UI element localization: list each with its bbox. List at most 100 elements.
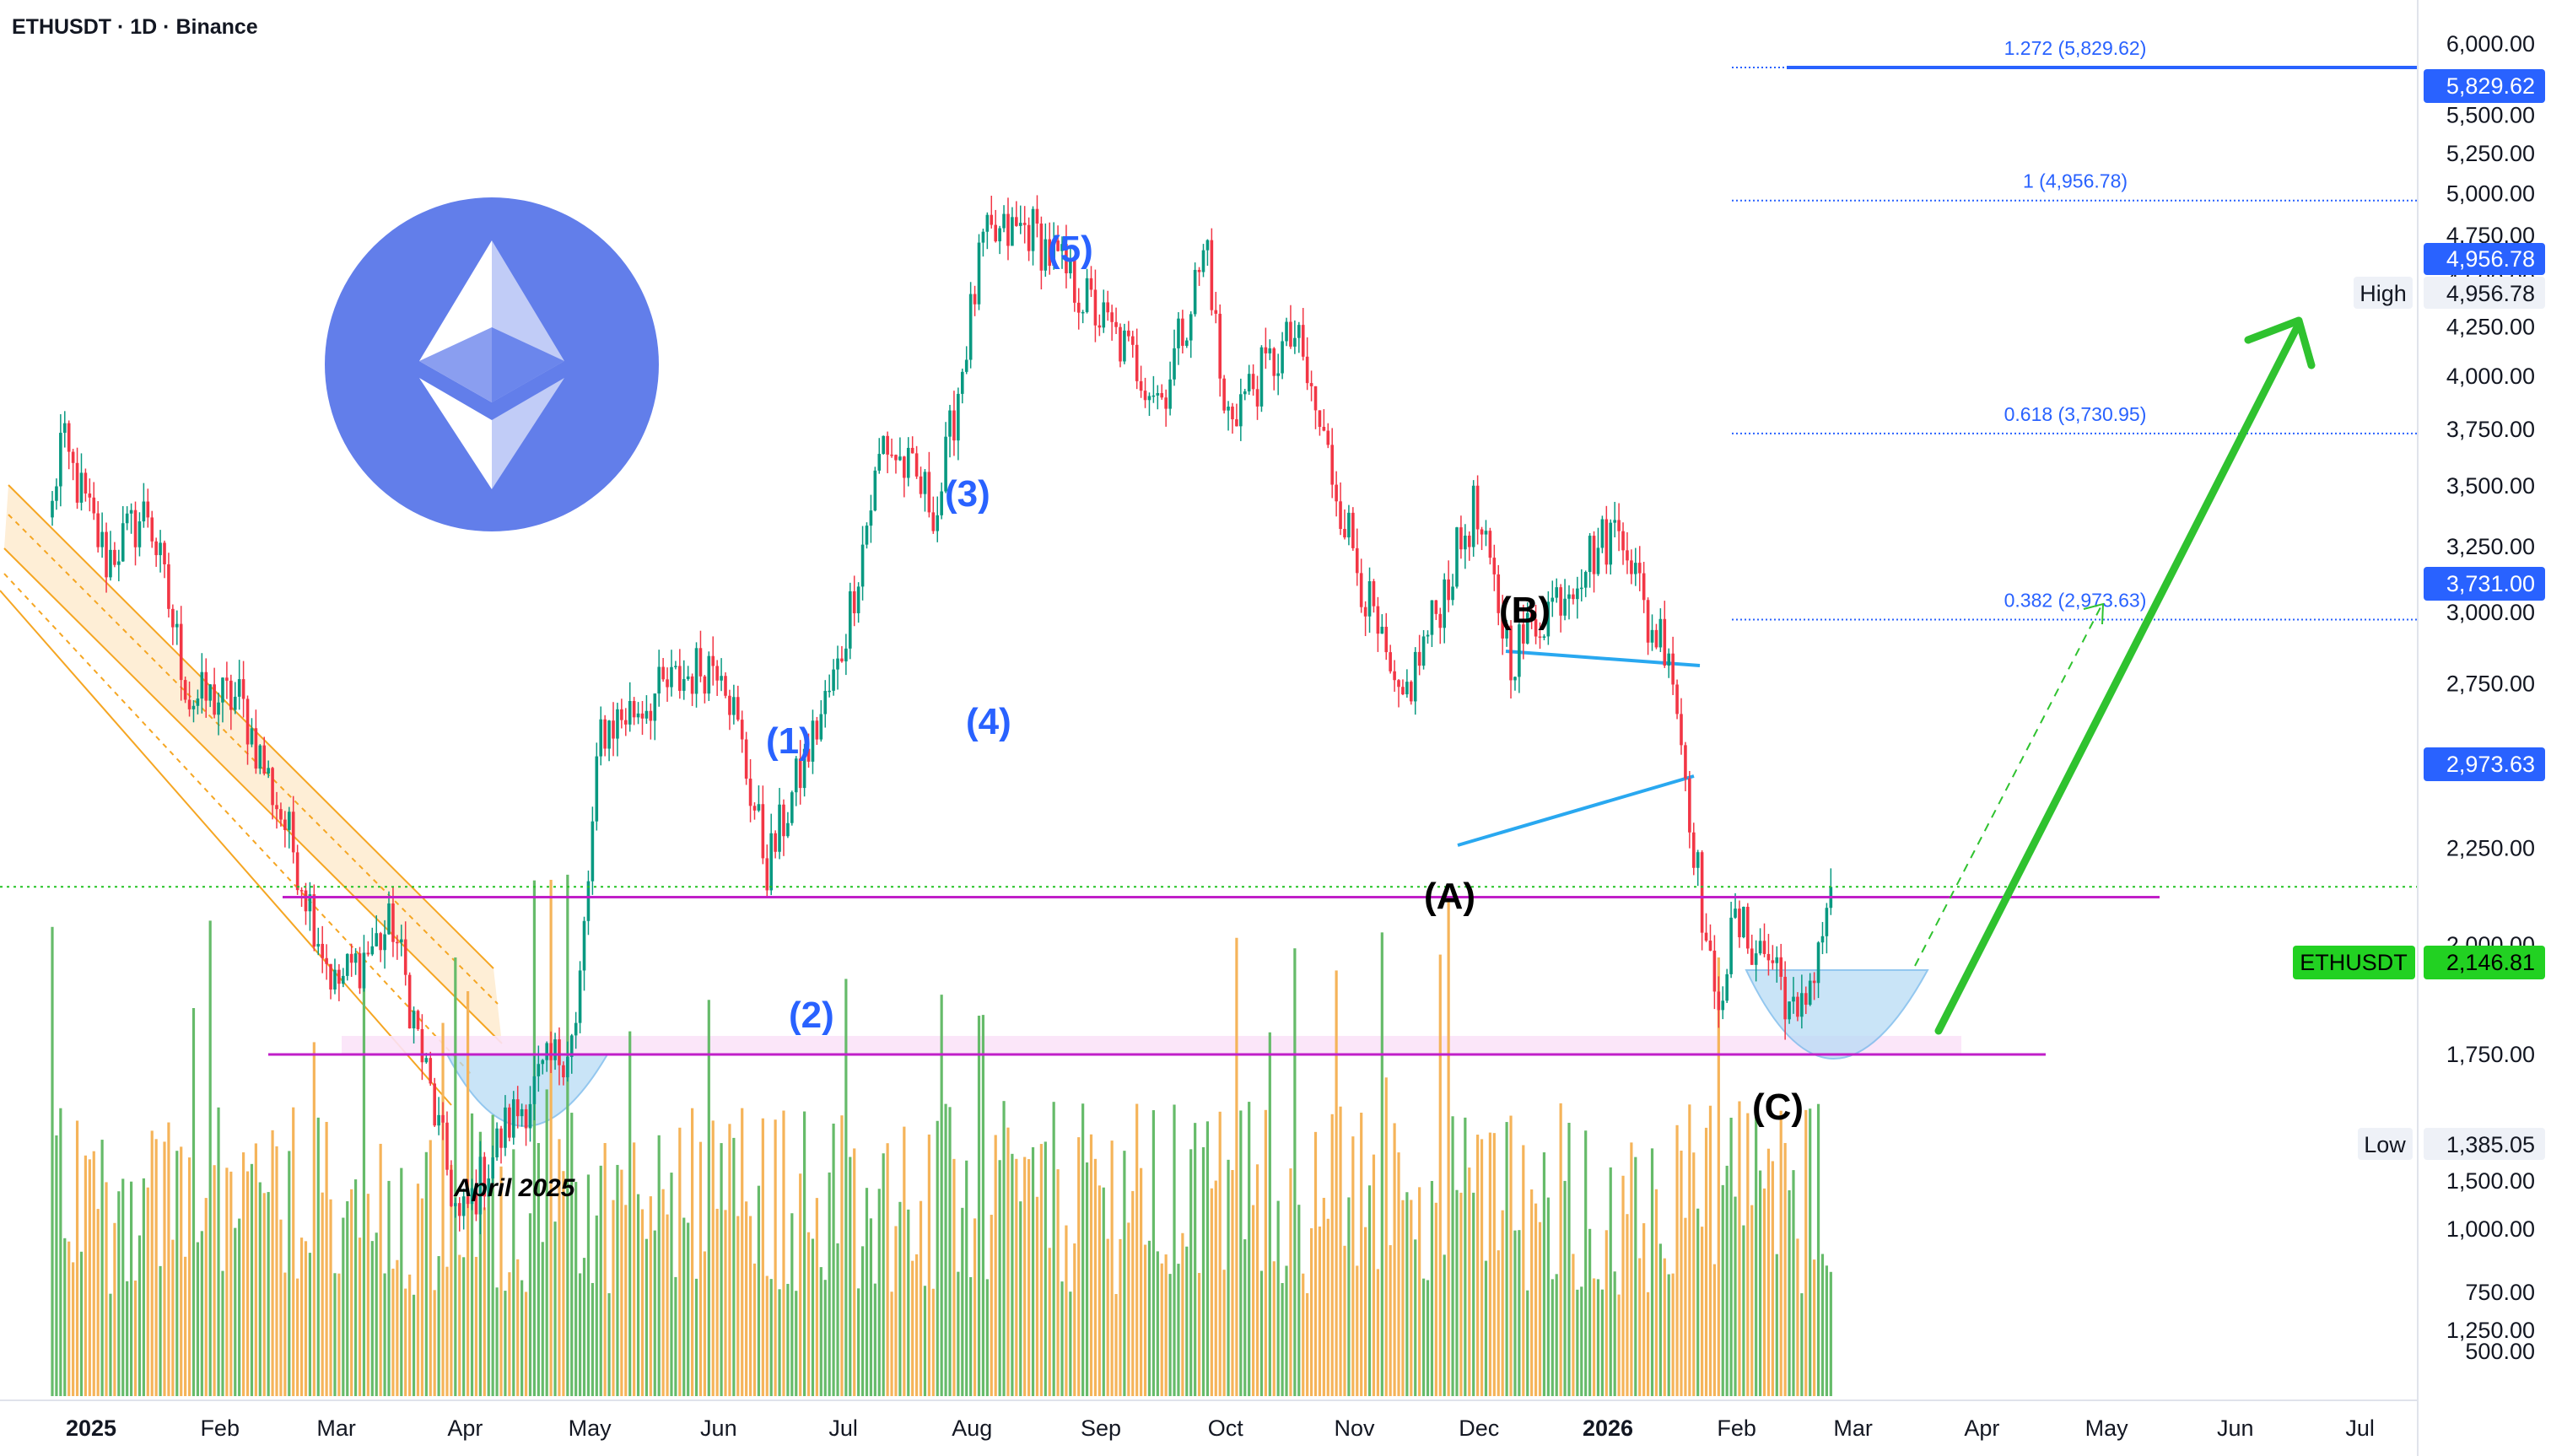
- wave-label-1: (1): [766, 720, 812, 762]
- candle-body: [599, 719, 603, 757]
- candle-body: [936, 515, 940, 531]
- candle-body: [994, 224, 998, 242]
- time-axis-tick: Mar: [316, 1416, 356, 1441]
- candle-body: [1027, 224, 1031, 251]
- candle-body: [1567, 594, 1571, 599]
- volume-bar: [1347, 1197, 1351, 1396]
- volume-bar: [1052, 1102, 1055, 1396]
- candle-body: [121, 523, 125, 562]
- candle-body: [62, 423, 67, 434]
- volume-bar: [691, 1108, 694, 1396]
- candle-body: [948, 410, 952, 437]
- volume-bar: [1609, 1167, 1612, 1396]
- volume-bar: [865, 1188, 869, 1396]
- candle-body: [1147, 396, 1151, 401]
- candle-body: [213, 684, 216, 715]
- volume-bar: [1093, 1158, 1098, 1396]
- time-axis-tick: May: [569, 1416, 612, 1441]
- candle-body: [146, 501, 150, 518]
- candle-body: [1492, 558, 1497, 574]
- volume-bar: [1675, 1124, 1679, 1396]
- candle-body: [1443, 579, 1447, 628]
- candle-body: [940, 491, 943, 515]
- price-tag-fib-1272: 5,829.62: [2424, 69, 2545, 103]
- candle-body: [828, 690, 831, 693]
- volume-bar: [1546, 1197, 1550, 1396]
- volume-bar: [1006, 1127, 1010, 1396]
- volume-bar: [815, 1198, 818, 1396]
- candle-body: [973, 294, 977, 305]
- volume-bar: [694, 1278, 698, 1396]
- candle-body: [815, 720, 819, 740]
- candle-body: [1156, 393, 1160, 396]
- volume-bar: [184, 1256, 187, 1396]
- candle-body: [470, 1188, 474, 1205]
- candle-body: [990, 214, 994, 225]
- candle-body: [1501, 612, 1504, 639]
- candle-body: [75, 462, 79, 503]
- volume-bar: [1177, 1264, 1180, 1396]
- volume-bar: [1600, 1289, 1604, 1396]
- candle-body: [125, 513, 129, 524]
- volume-bar: [931, 1288, 935, 1396]
- candle-body: [163, 542, 166, 564]
- volume-bar: [470, 1113, 474, 1396]
- volume-bar: [961, 1207, 964, 1396]
- volume-bar: [1804, 1109, 1808, 1396]
- candle-body: [308, 894, 312, 912]
- candle-body: [657, 666, 661, 694]
- candle-body: [736, 697, 740, 720]
- volume-bar: [1484, 1260, 1488, 1396]
- candle-body: [191, 705, 196, 709]
- candle-body: [1243, 391, 1247, 395]
- volume-bar: [1384, 1077, 1388, 1396]
- volume-bar: [329, 1199, 332, 1396]
- volume-bar: [271, 1130, 274, 1396]
- candle-body: [1085, 278, 1089, 312]
- wave-label-c: (C): [1752, 1087, 1804, 1128]
- time-axis-ticks: 2025 Feb Mar Apr May Jun Jul Aug Sep Oct Nov Dec 202…: [66, 1416, 2375, 1441]
- volume-bar: [55, 1135, 58, 1396]
- volume-bar: [1434, 1202, 1437, 1396]
- candle-body: [113, 549, 116, 565]
- candle-body: [1513, 677, 1517, 681]
- volume-bar: [1318, 1226, 1322, 1396]
- candle-body: [1742, 906, 1745, 938]
- candle-body: [886, 435, 889, 455]
- volume-bar: [1696, 1208, 1700, 1396]
- volume-bar: [441, 1022, 445, 1396]
- candle-body: [1613, 520, 1616, 523]
- candle-body: [840, 658, 844, 662]
- volume-bar: [732, 1137, 736, 1396]
- candle-body: [752, 806, 757, 811]
- candle-body: [304, 890, 308, 912]
- volume-bar: [541, 1242, 544, 1396]
- volume-bars: [51, 874, 1832, 1396]
- volume-bar: [736, 1216, 740, 1396]
- wave-label-4: (4): [966, 701, 1011, 742]
- candle-body: [1796, 996, 1799, 1017]
- candle-body: [832, 669, 835, 691]
- volume-bar: [1302, 1273, 1305, 1396]
- candle-body: [1451, 586, 1454, 601]
- volume-bar: [121, 1178, 125, 1396]
- volume-bar: [1825, 1265, 1829, 1396]
- candle-body: [267, 768, 270, 774]
- volume-bar: [1492, 1133, 1496, 1396]
- volume-bar: [678, 1127, 682, 1396]
- volume-bar: [1596, 1279, 1600, 1396]
- candle-body: [774, 833, 777, 852]
- volume-bar: [1451, 1116, 1454, 1396]
- volume-bar: [187, 1157, 191, 1396]
- volume-bar: [1630, 1142, 1633, 1396]
- volume-bar: [832, 1123, 835, 1396]
- candle-body: [483, 1157, 487, 1197]
- volume-bar: [1438, 954, 1442, 1396]
- candle-body: [1247, 374, 1251, 391]
- volume-bar: [404, 1288, 407, 1396]
- candle-body: [1231, 407, 1234, 420]
- volume-bar: [1813, 1259, 1816, 1396]
- candle-body: [1218, 313, 1222, 379]
- volume-bar: [1613, 1271, 1616, 1396]
- candle-body: [1691, 832, 1696, 868]
